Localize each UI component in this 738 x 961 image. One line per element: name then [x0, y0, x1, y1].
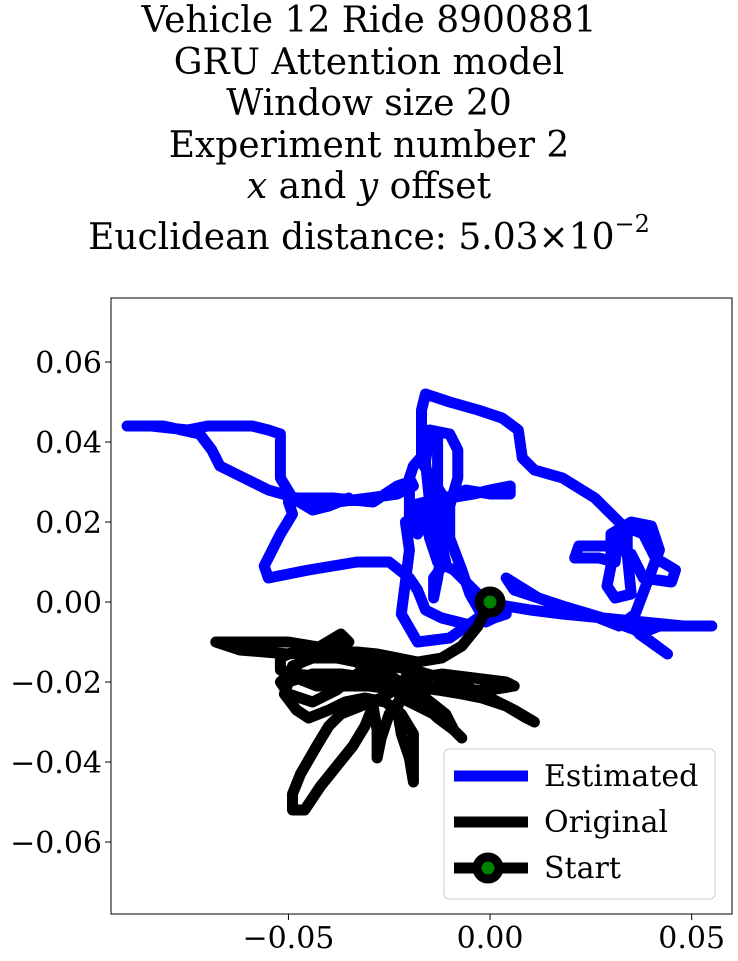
y-tick-label: 0.04: [35, 426, 102, 461]
chart-title-line-1: Vehicle 12 Ride 8900881: [141, 0, 597, 41]
axis-ticks: −0.05 0.00 0.05 0.06 0.04 0.02 0.00 −0.02 −0.04 −…: [10, 346, 725, 956]
legend-label-estimated: Estimated: [544, 759, 698, 794]
chart-title-block: Vehicle 12 Ride 8900881 GRU Attention mo…: [0, 0, 738, 258]
legend-box: [443, 748, 716, 900]
title-and-text: and: [267, 166, 358, 207]
y-tick-label: −0.04: [10, 746, 102, 781]
x-tick-label: 0.00: [457, 921, 524, 956]
y-tick-label: −0.06: [10, 826, 102, 861]
title-distance-text: Euclidean distance: 5.03: [88, 216, 539, 258]
chart-title-line-6: Euclidean distance: 5.03×10−2: [0, 208, 738, 258]
title-offset-text: offset: [378, 166, 492, 207]
chart-title-line-4: Experiment number 2: [168, 124, 570, 166]
x-tick-label: 0.05: [658, 921, 725, 956]
start-marker: [474, 586, 506, 618]
plot-frame: [110, 297, 733, 915]
y-tick-label: 0.06: [35, 346, 102, 381]
y-tick-label: 0.00: [35, 586, 102, 621]
legend-start-marker: [472, 852, 504, 884]
chart-title-line-3: Window size 20: [226, 83, 512, 124]
legend: Estimated Original Start: [443, 748, 716, 900]
series-line-estimated: [121, 388, 718, 660]
title-base: 10: [568, 216, 615, 258]
chart-title-line-5: x and y offset: [0, 166, 738, 208]
chart-title-line-2: GRU Attention model: [173, 41, 565, 83]
x-tick-label: −0.05: [242, 921, 334, 956]
y-tick-label: 0.02: [35, 506, 102, 541]
title-x-symbol: x: [246, 166, 268, 207]
title-y-symbol: y: [357, 166, 379, 207]
series-line-original: [210, 596, 540, 816]
legend-label-start: Start: [544, 851, 621, 886]
y-tick-label: −0.02: [10, 666, 102, 701]
title-times-sign: ×: [538, 216, 569, 258]
legend-label-original: Original: [544, 805, 668, 840]
title-exponent: −2: [614, 209, 650, 238]
series-layer: [121, 388, 718, 816]
